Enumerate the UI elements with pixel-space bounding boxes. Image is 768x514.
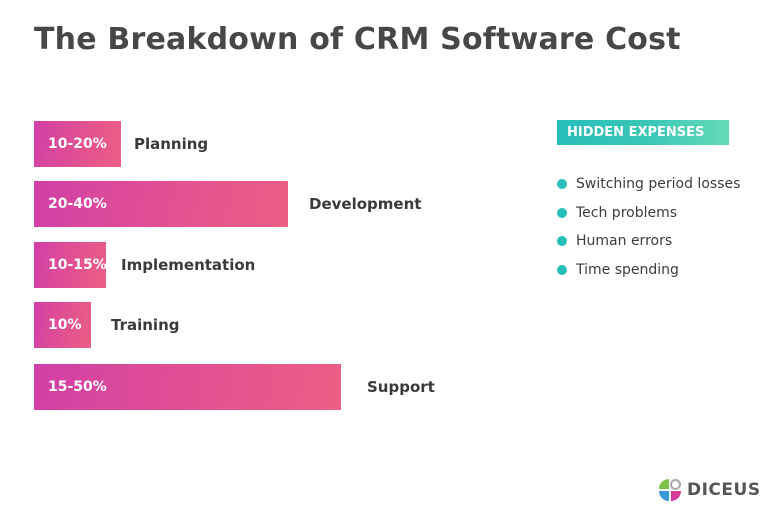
bar-training: 10% <box>34 302 91 348</box>
category-label: Training <box>111 316 180 334</box>
list-item: Switching period losses <box>557 170 740 199</box>
list-item: Tech problems <box>557 199 740 228</box>
bullet-icon <box>557 179 567 190</box>
category-label: Planning <box>134 135 209 153</box>
bar-planning: 10-20% <box>34 121 121 167</box>
logo-text: DICEUS <box>687 480 761 500</box>
logo-icon <box>659 479 681 501</box>
category-label: Development <box>309 195 422 213</box>
bar-value-label: 10-15% <box>48 257 107 273</box>
category-label: Implementation <box>121 256 256 274</box>
category-label: Support <box>367 378 435 396</box>
list-item-text: Tech problems <box>576 204 678 221</box>
chart-title: The Breakdown of CRM Software Cost <box>34 22 681 57</box>
list-item-text: Time spending <box>576 261 679 278</box>
bar-value-label: 20-40% <box>48 196 107 212</box>
list-item: Human errors <box>557 227 740 256</box>
list-item-text: Human errors <box>576 233 673 250</box>
bar-development: 20-40% <box>34 181 288 227</box>
diceus-logo: DICEUS <box>658 478 761 502</box>
list-item: Time spending <box>557 256 740 285</box>
bullet-icon <box>557 207 567 218</box>
bar-implementation: 10-15% <box>34 242 107 288</box>
bar-value-label: 15-50% <box>48 379 107 395</box>
bar-value-label: 10% <box>48 317 82 333</box>
hidden-expenses-list: Switching period losses Tech problems Hu… <box>557 170 740 284</box>
bullet-icon <box>557 236 567 247</box>
list-item-text: Switching period losses <box>576 176 741 193</box>
bullet-icon <box>557 264 567 275</box>
bar-value-label: 10-20% <box>48 136 107 152</box>
hidden-expenses-heading: HIDDEN EXPENSES <box>557 120 729 145</box>
bar-support: 15-50% <box>34 364 341 410</box>
